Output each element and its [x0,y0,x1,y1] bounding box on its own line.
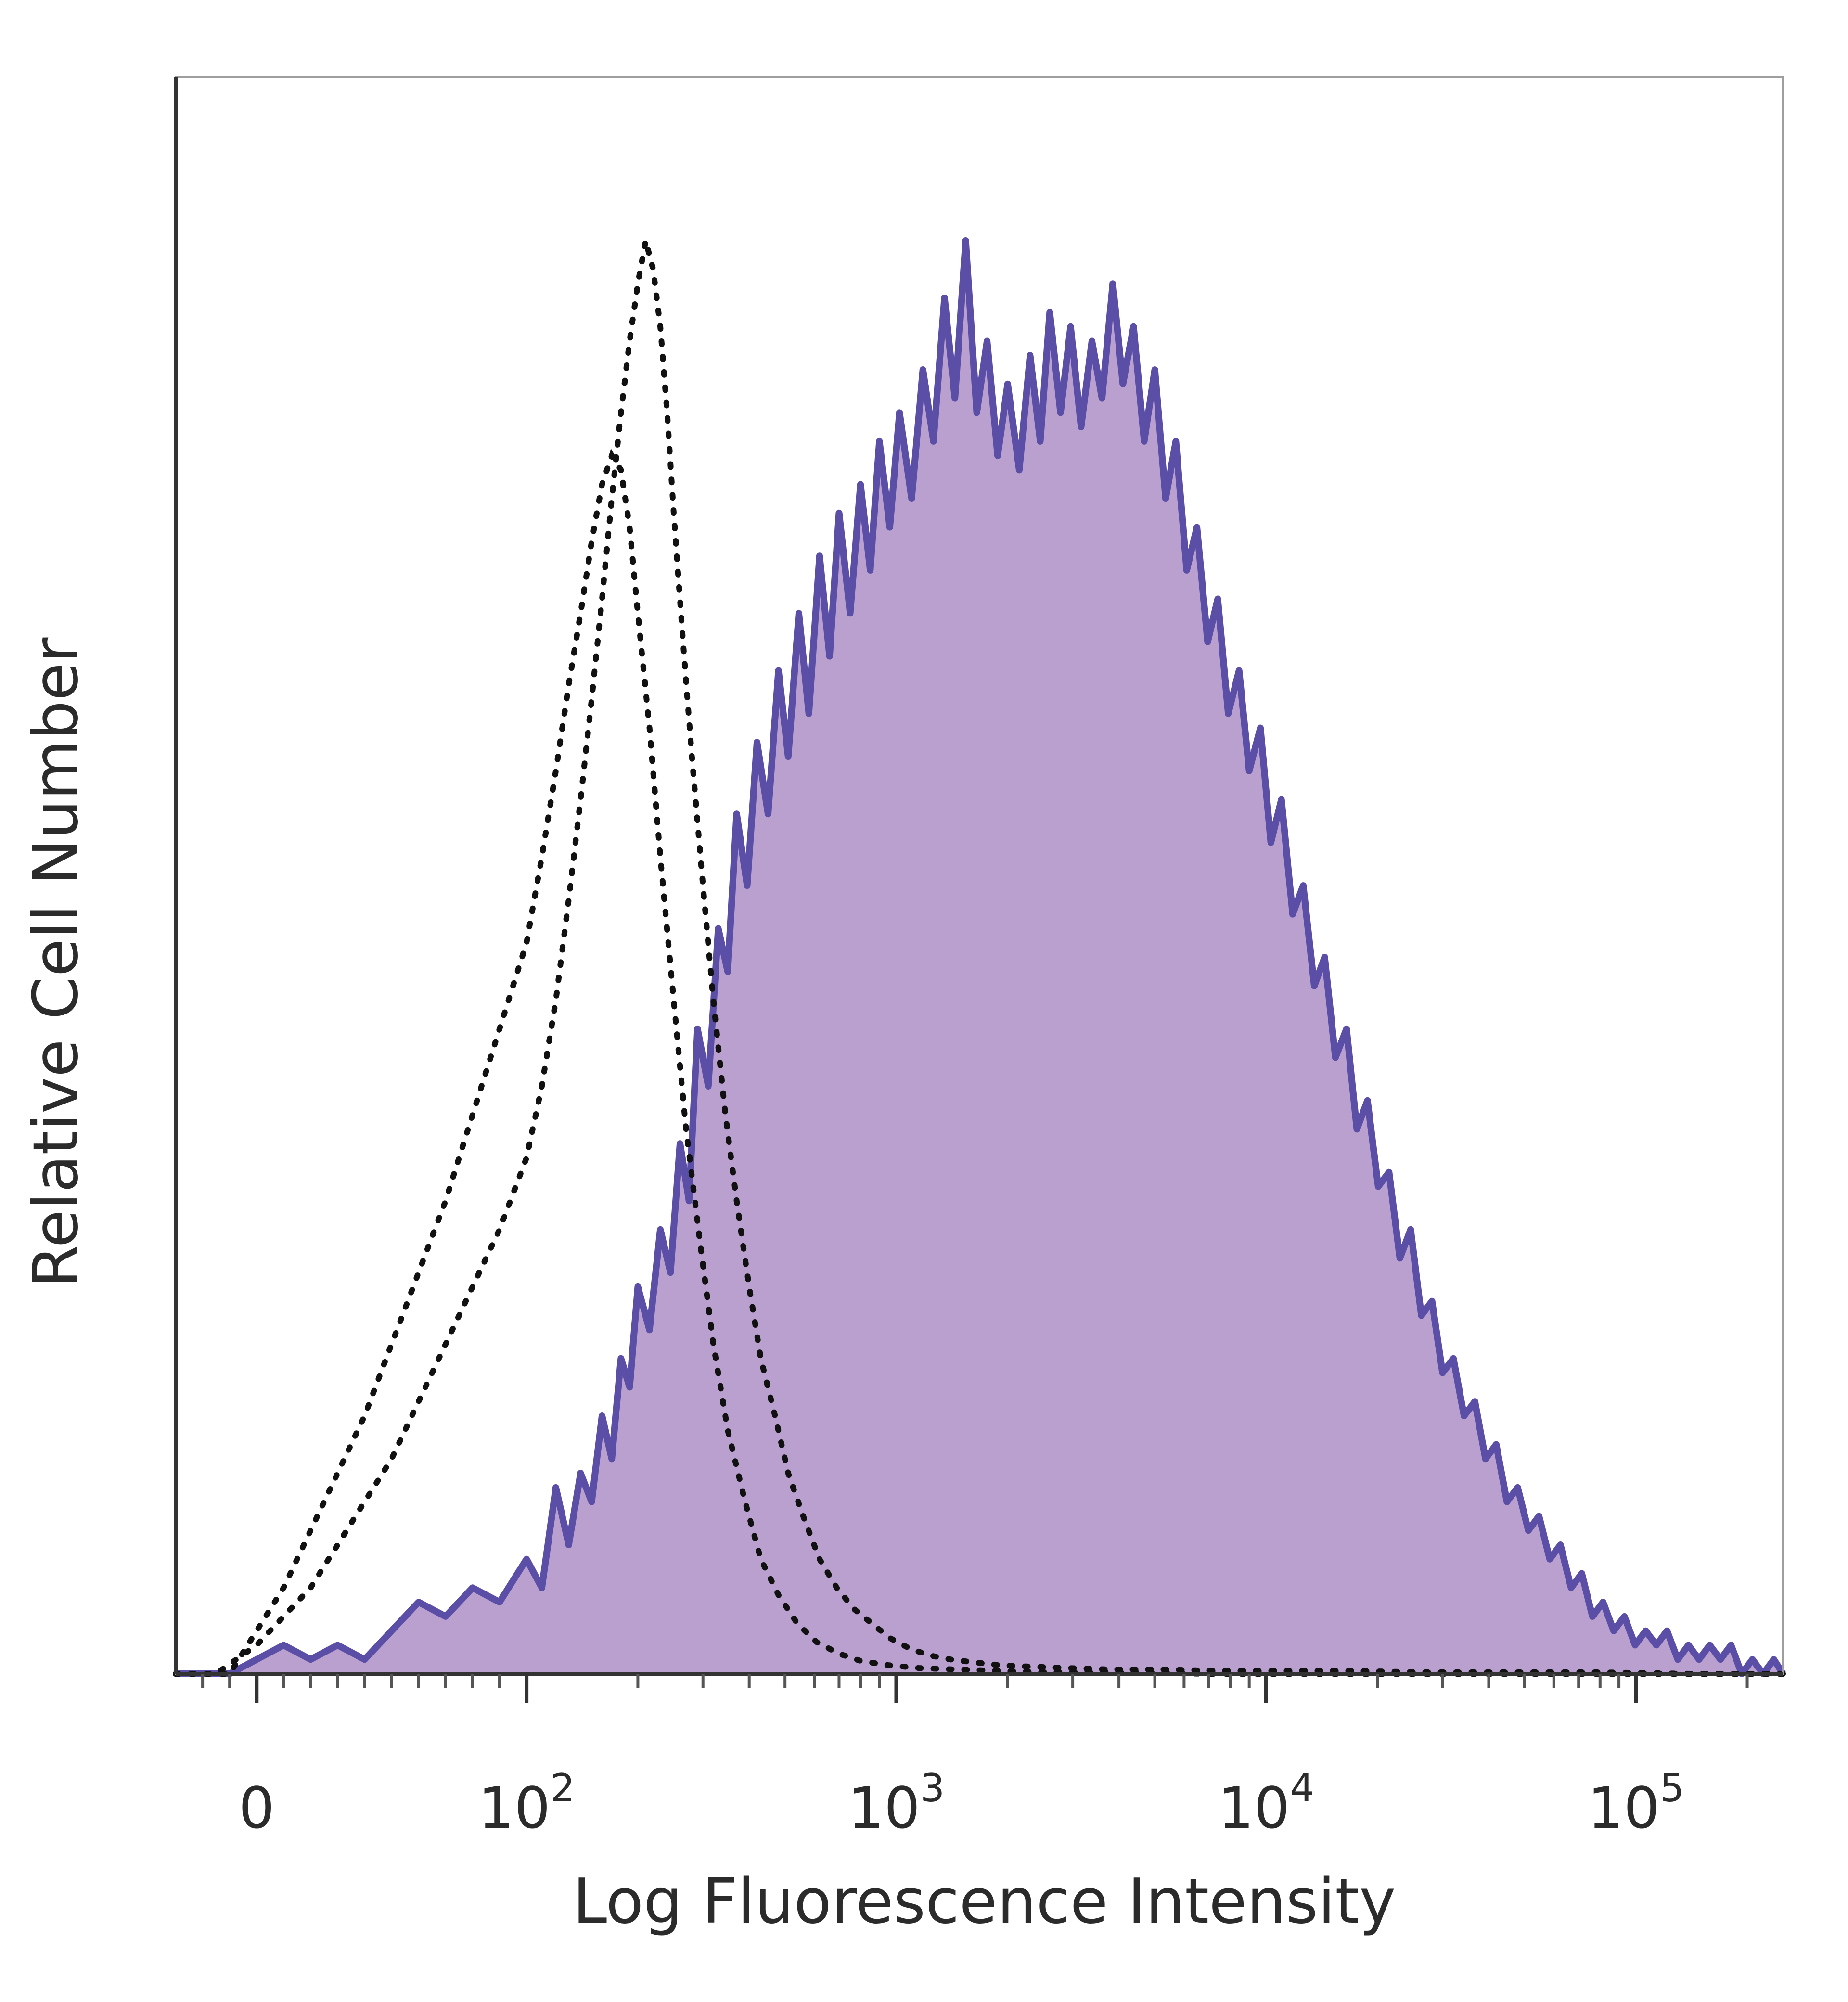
x-tick-label-3: 104 [1218,1766,1314,1841]
x-tick-label-4: 105 [1588,1766,1684,1841]
series-2-dotted-line [173,449,1786,1677]
series-0-line [176,237,1786,1677]
x-tick-label-2: 103 [848,1766,945,1841]
series-0-fill [176,241,1783,1674]
plot-area [173,237,1786,1677]
x-tick-label-0: 0 [239,1775,275,1841]
x-axis-title: Log Fluorescence Intensity [573,1866,1396,1938]
x-tick-label-1: 102 [478,1766,575,1841]
series-1-dotted-line [173,240,1786,1677]
y-axis-title: Relative Cell Number [20,637,92,1287]
axes: 0 102 103 104 105 [174,76,1784,1841]
